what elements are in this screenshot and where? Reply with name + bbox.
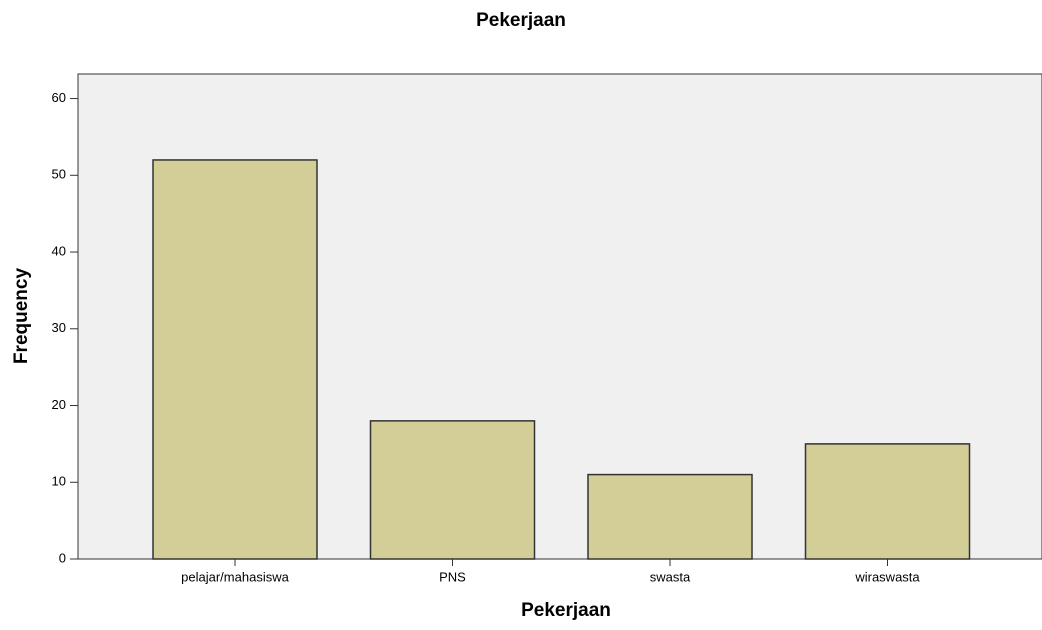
y-tick-label: 50 (52, 167, 66, 182)
y-axis-label: Frequency (11, 268, 32, 365)
y-tick-label: 20 (52, 397, 66, 412)
x-tick-label: wiraswasta (854, 569, 920, 584)
y-tick-label: 30 (52, 320, 66, 335)
bar (804, 443, 971, 560)
y-tick-label: 60 (52, 90, 66, 105)
x-tick-label: PNS (439, 569, 466, 584)
y-tick-label: 10 (52, 474, 66, 489)
y-tick-label: 0 (59, 550, 66, 565)
x-tick-label: swasta (650, 569, 691, 584)
chart-title: Pekerjaan (476, 10, 566, 31)
bar (369, 420, 536, 560)
x-tick-label: pelajar/mahasiswa (181, 569, 289, 584)
y-tick-label: 40 (52, 243, 66, 258)
x-axis-label: Pekerjaan (521, 600, 611, 621)
bar (587, 473, 753, 560)
bar (152, 159, 318, 560)
